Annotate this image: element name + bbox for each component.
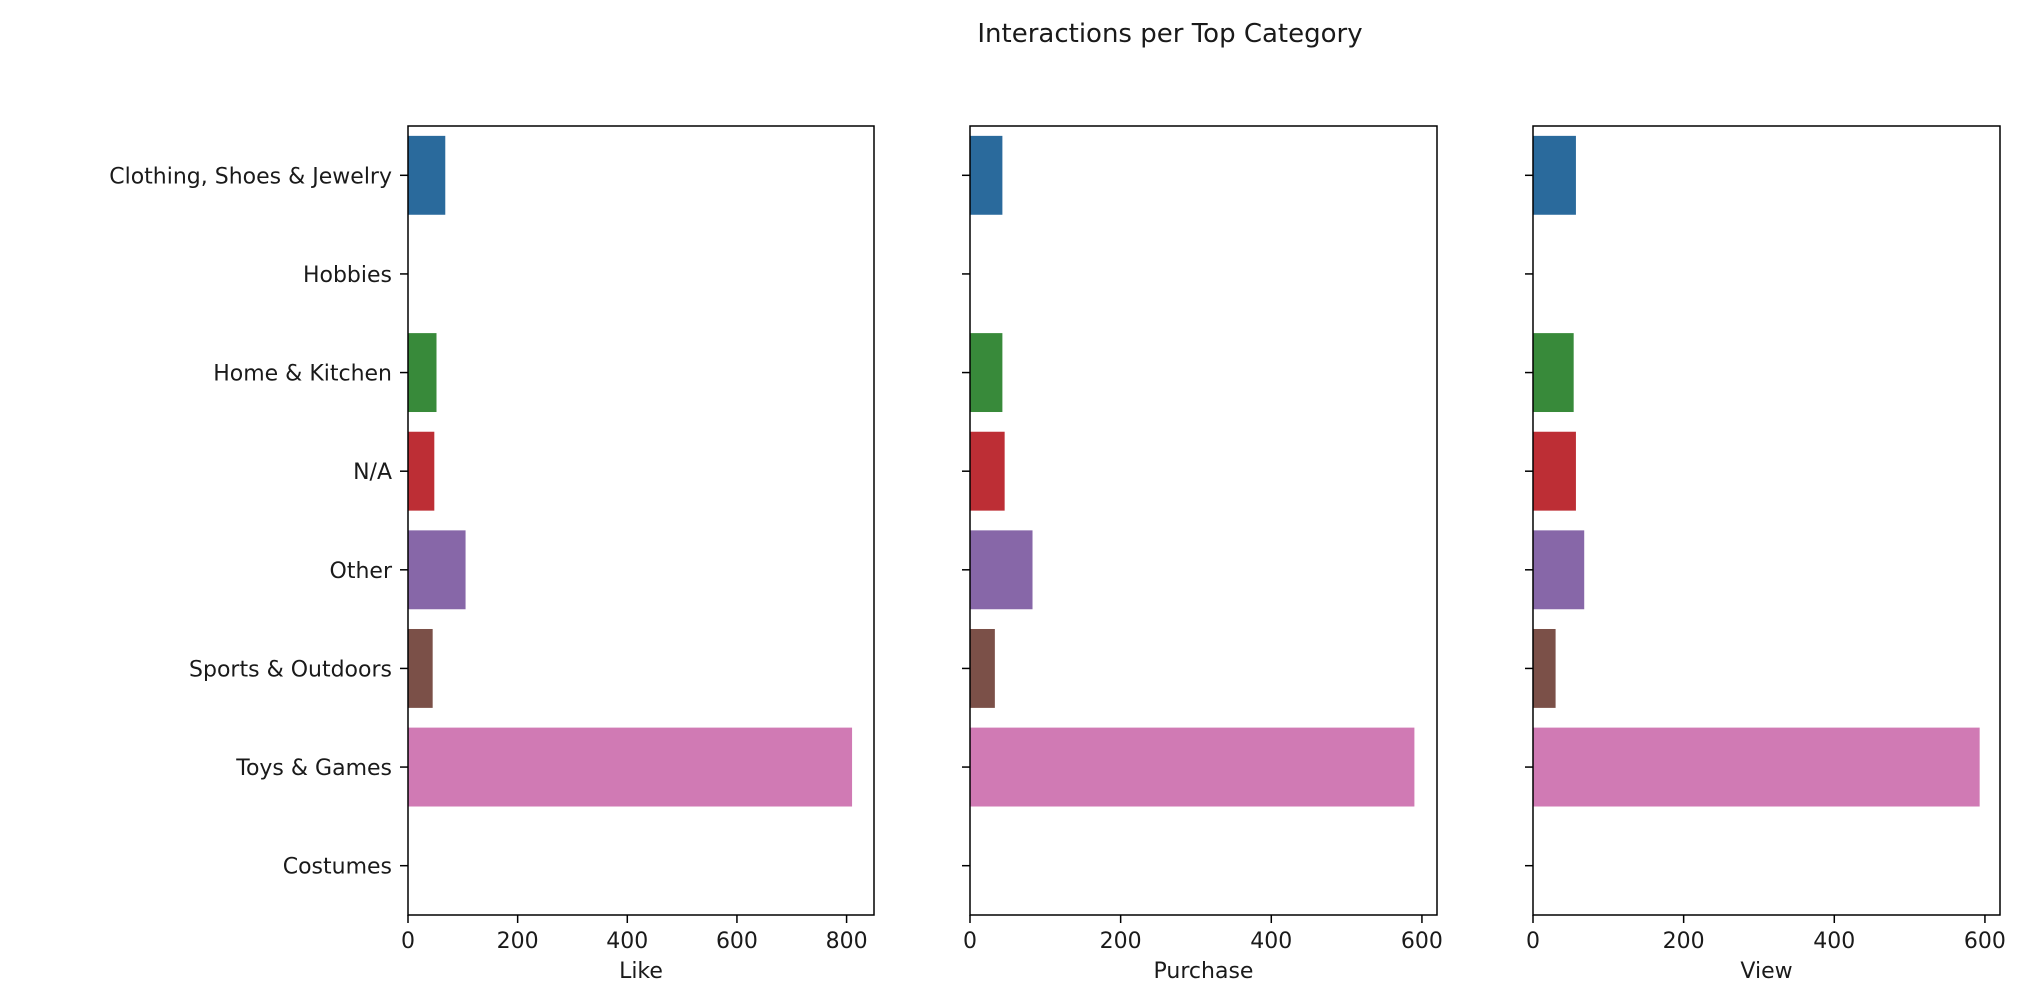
bar bbox=[970, 431, 1005, 511]
bar bbox=[970, 135, 1003, 215]
y-tick-label: Other bbox=[330, 559, 393, 584]
y-tick-label: N/A bbox=[353, 460, 392, 485]
x-tick-label: 400 bbox=[1250, 929, 1292, 954]
y-tick-label: Costumes bbox=[283, 855, 392, 880]
y-tick-label: Sports & Outdoors bbox=[189, 657, 392, 682]
bar bbox=[408, 135, 446, 215]
bar bbox=[1533, 727, 1980, 807]
bar bbox=[1533, 135, 1576, 215]
panel-view: 0 200 400 600 View bbox=[1525, 125, 2006, 984]
bar bbox=[1533, 333, 1574, 413]
bar bbox=[970, 628, 995, 708]
y-tick-label: Home & Kitchen bbox=[213, 362, 392, 387]
x-tick-label: 600 bbox=[1401, 929, 1443, 954]
x-tick-label: 0 bbox=[1526, 929, 1540, 954]
x-tick-label: 0 bbox=[401, 929, 415, 954]
y-tick-label: Clothing, Shoes & Jewelry bbox=[109, 164, 392, 189]
bar bbox=[408, 628, 433, 708]
x-tick-label: 400 bbox=[606, 929, 648, 954]
x-axis-label: Purchase bbox=[1154, 959, 1254, 984]
x-axis-label: Like bbox=[619, 959, 663, 984]
y-tick-label: Toys & Games bbox=[235, 756, 392, 781]
chart-panels: Clothing, Shoes & Jewelry Hobbies Home & K… bbox=[109, 125, 2006, 984]
bar bbox=[408, 431, 435, 511]
x-tick-label: 200 bbox=[1100, 929, 1142, 954]
panel-purchase: 0 200 400 600 Purchase bbox=[962, 125, 1443, 984]
panel-frame bbox=[969, 125, 1438, 916]
bar bbox=[408, 530, 466, 610]
x-tick-label: 400 bbox=[1813, 929, 1855, 954]
y-tick-label: Hobbies bbox=[303, 263, 392, 288]
x-tick-label: 200 bbox=[497, 929, 539, 954]
panel-frame bbox=[1532, 125, 2001, 916]
bar bbox=[970, 333, 1003, 413]
bar bbox=[408, 333, 437, 413]
x-tick-label: 600 bbox=[1964, 929, 2006, 954]
bar bbox=[408, 727, 853, 807]
x-tick-label: 800 bbox=[826, 929, 868, 954]
panel-frame bbox=[407, 125, 875, 916]
x-tick-label: 200 bbox=[1663, 929, 1705, 954]
panel-like: Clothing, Shoes & Jewelry Hobbies Home & K… bbox=[109, 125, 875, 984]
bar bbox=[1533, 628, 1556, 708]
bar bbox=[1533, 431, 1576, 511]
bar bbox=[970, 727, 1415, 807]
x-axis-label: View bbox=[1740, 959, 1792, 984]
x-tick-label: 0 bbox=[963, 929, 977, 954]
chart-title: Interactions per Top Category bbox=[977, 19, 1362, 49]
bar bbox=[970, 530, 1033, 610]
x-tick-label: 600 bbox=[716, 929, 758, 954]
bar bbox=[1533, 530, 1585, 610]
